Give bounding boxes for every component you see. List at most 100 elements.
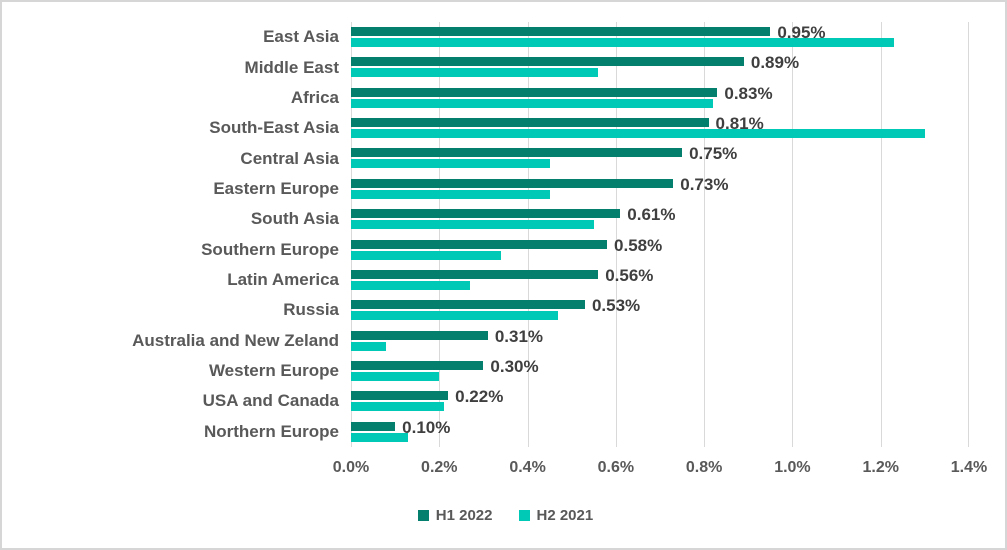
h2-2021-bar[interactable] <box>351 220 594 230</box>
data-label: 0.95% <box>777 23 826 42</box>
bar-track: 0.53% <box>351 295 969 325</box>
category-label: Western Europe <box>208 361 339 381</box>
h2-2021-bar[interactable] <box>351 402 444 412</box>
h2-2021-bar[interactable] <box>351 98 713 108</box>
gridline <box>351 22 352 447</box>
x-axis: 0.0% 0.2% 0.4% 0.6% 0.8% 1.0% 1.2% 1.4% <box>333 459 987 481</box>
category-label: Central Asia <box>240 148 339 168</box>
h1-2022-bar[interactable] <box>351 209 621 219</box>
chart-row: Western Europe 0.30% <box>2 356 969 386</box>
data-label: 0.61% <box>627 205 676 225</box>
h2-2021-bar[interactable] <box>351 280 471 290</box>
bar-track: 0.22% <box>351 386 969 416</box>
legend-swatch-icon <box>518 510 530 521</box>
h2-2021-bar[interactable] <box>351 371 440 381</box>
legend-item[interactable]: H1 2022 <box>417 507 493 524</box>
chart-legend: H1 2022 H2 2021 <box>2 507 1007 524</box>
category-label: Australia and New Zeland <box>132 330 339 350</box>
bar-track: 0.89% <box>351 52 969 82</box>
data-label: 0.10% <box>402 417 451 437</box>
h1-2022-bar[interactable] <box>351 148 683 158</box>
h1-2022-bar[interactable] <box>351 27 771 36</box>
h1-2022-bar[interactable] <box>351 178 674 188</box>
gridline <box>527 22 529 447</box>
data-label: 0.58% <box>614 235 663 255</box>
h2-2021-bar[interactable] <box>351 159 550 169</box>
h1-2022-bar[interactable] <box>351 57 744 67</box>
category-label: South-East Asia <box>209 118 339 138</box>
data-label: 0.83% <box>724 83 773 103</box>
gridline <box>968 22 969 447</box>
bar-track: 0.75% <box>351 143 969 173</box>
h1-2022-bar[interactable] <box>351 269 599 279</box>
category-label: East Asia <box>263 27 339 47</box>
category-label: Middle East <box>244 57 339 77</box>
data-label: 0.56% <box>605 265 654 285</box>
category-label: Northern Europe <box>203 421 339 441</box>
chart-row: Middle East 0.89% <box>2 52 969 82</box>
data-label: 0.81% <box>715 114 764 134</box>
bar-track: 0.61% <box>351 204 969 234</box>
x-axis-tick-label: 0.8% <box>685 459 723 476</box>
bar-track: 0.56% <box>351 265 969 295</box>
chart-row: Northern Europe 0.10% <box>2 417 969 447</box>
h2-2021-bar[interactable] <box>351 38 894 47</box>
plot-area: East Asia 0.95% Middle East 0.89% Africa 0.83… <box>2 22 969 447</box>
chart-row: Eastern Europe 0.73% <box>2 174 969 204</box>
category-label: Eastern Europe <box>213 178 339 198</box>
bar-track: 0.31% <box>351 326 969 356</box>
x-axis-tick-label: 0.4% <box>509 459 546 476</box>
data-label: 0.31% <box>494 326 544 346</box>
x-axis-tick-label: 1.0% <box>774 459 811 476</box>
category-label: South Asia <box>250 209 339 229</box>
chart-row: Australia and New Zeland 0.31% <box>2 326 969 356</box>
gridline <box>439 22 441 447</box>
chart-row: Russia 0.53% <box>2 295 969 325</box>
category-label: Latin America <box>227 270 339 290</box>
h1-2022-bar[interactable] <box>351 421 396 431</box>
legend-label: H2 2021 <box>536 507 594 524</box>
legend-swatch-icon <box>417 510 429 521</box>
bar-track: 0.30% <box>351 356 969 386</box>
category-label: USA and Canada <box>202 391 339 411</box>
h2-2021-bar[interactable] <box>351 432 409 442</box>
h1-2022-bar[interactable] <box>351 330 488 340</box>
h1-2022-bar[interactable] <box>351 391 449 401</box>
data-label: 0.75% <box>689 144 738 164</box>
chart-row: Southern Europe 0.58% <box>2 235 969 265</box>
chart-row: East Asia 0.95% <box>2 22 969 52</box>
data-label: 0.30% <box>490 356 539 376</box>
chart-row: South-East Asia 0.81% <box>2 113 969 143</box>
h1-2022-bar[interactable] <box>351 300 585 310</box>
h2-2021-bar[interactable] <box>351 189 550 199</box>
legend-label: H1 2022 <box>435 507 493 524</box>
data-label: 0.22% <box>455 387 504 407</box>
bar-track: 0.83% <box>351 83 969 113</box>
gridline <box>880 22 882 447</box>
x-axis-tick-label: 1.4% <box>950 459 988 476</box>
chart-row: Central Asia 0.75% <box>2 143 969 173</box>
h2-2021-bar[interactable] <box>351 341 387 351</box>
h2-2021-bar[interactable] <box>351 250 502 260</box>
plot-gridlines <box>351 22 969 447</box>
bar-track: 0.73% <box>351 174 969 204</box>
h1-2022-bar[interactable] <box>351 118 709 128</box>
h1-2022-bar[interactable] <box>351 87 718 97</box>
h2-2021-bar[interactable] <box>351 311 559 321</box>
chart-row: Latin America 0.56% <box>2 265 969 295</box>
legend-item[interactable]: H2 2021 <box>518 507 594 524</box>
data-label: 0.89% <box>750 53 800 73</box>
bar-track: 0.10% <box>351 417 969 447</box>
h1-2022-bar[interactable] <box>351 239 608 249</box>
x-axis-tick-label: 0.6% <box>597 459 635 476</box>
bar-track: 0.58% <box>351 235 969 265</box>
chart-row: Africa 0.83% <box>2 83 969 113</box>
h2-2021-bar[interactable] <box>351 68 599 78</box>
h1-2022-bar[interactable] <box>351 360 484 370</box>
x-axis-tick-label: 0.2% <box>421 459 458 476</box>
data-label: 0.73% <box>680 174 729 194</box>
h2-2021-bar[interactable] <box>351 129 925 139</box>
data-label: 0.53% <box>591 296 641 316</box>
bar-track: 0.81% <box>351 113 969 143</box>
